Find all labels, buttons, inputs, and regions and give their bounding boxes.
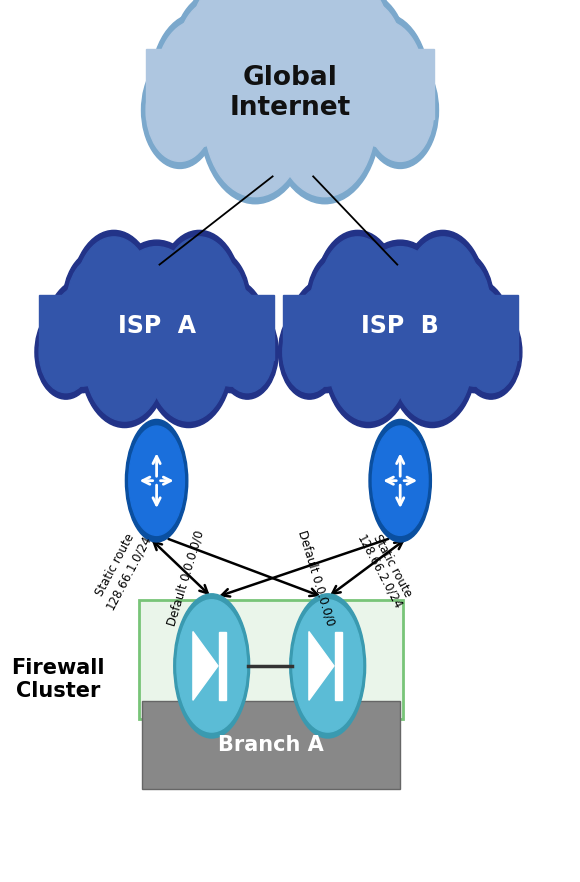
Bar bbox=[142, 701, 400, 789]
Circle shape bbox=[75, 237, 153, 354]
Circle shape bbox=[198, 286, 264, 386]
Circle shape bbox=[348, 240, 452, 400]
Circle shape bbox=[108, 247, 205, 392]
Circle shape bbox=[269, 34, 380, 204]
Circle shape bbox=[404, 237, 481, 354]
Bar bbox=[146, 49, 434, 119]
Ellipse shape bbox=[290, 594, 365, 738]
Circle shape bbox=[220, 311, 274, 392]
Circle shape bbox=[148, 299, 229, 421]
Circle shape bbox=[63, 250, 133, 357]
Ellipse shape bbox=[125, 420, 188, 542]
Circle shape bbox=[283, 311, 336, 392]
Circle shape bbox=[293, 0, 392, 123]
Circle shape bbox=[144, 293, 233, 428]
Bar bbox=[335, 632, 342, 700]
Bar bbox=[283, 295, 517, 360]
Polygon shape bbox=[193, 632, 218, 700]
Ellipse shape bbox=[372, 426, 428, 535]
Circle shape bbox=[216, 305, 278, 400]
Circle shape bbox=[200, 34, 311, 204]
Circle shape bbox=[310, 257, 372, 350]
Ellipse shape bbox=[177, 600, 246, 732]
Ellipse shape bbox=[129, 426, 184, 535]
Circle shape bbox=[362, 52, 438, 168]
Circle shape bbox=[39, 311, 93, 392]
Circle shape bbox=[142, 52, 218, 168]
Circle shape bbox=[274, 41, 376, 197]
Circle shape bbox=[328, 299, 408, 421]
Circle shape bbox=[278, 305, 340, 400]
Circle shape bbox=[188, 0, 287, 123]
Circle shape bbox=[323, 0, 408, 122]
Bar bbox=[219, 632, 226, 700]
Circle shape bbox=[460, 305, 522, 400]
Circle shape bbox=[352, 247, 448, 392]
Text: Firewall
Cluster: Firewall Cluster bbox=[11, 658, 105, 700]
Circle shape bbox=[442, 286, 508, 386]
Circle shape bbox=[437, 279, 512, 392]
Ellipse shape bbox=[293, 600, 362, 732]
Circle shape bbox=[49, 286, 115, 386]
Circle shape bbox=[177, 0, 252, 115]
Circle shape bbox=[292, 286, 358, 386]
Circle shape bbox=[324, 293, 412, 428]
Text: ISP  A: ISP A bbox=[118, 314, 195, 339]
Circle shape bbox=[45, 279, 119, 392]
Ellipse shape bbox=[369, 420, 432, 542]
Circle shape bbox=[341, 20, 425, 147]
Circle shape bbox=[224, 0, 356, 175]
FancyBboxPatch shape bbox=[139, 600, 403, 719]
Circle shape bbox=[392, 299, 472, 421]
Circle shape bbox=[151, 13, 244, 154]
Circle shape bbox=[146, 59, 213, 161]
Text: Static route
128.66.2.0/24: Static route 128.66.2.0/24 bbox=[354, 526, 418, 612]
Circle shape bbox=[328, 0, 403, 115]
Circle shape bbox=[229, 0, 351, 168]
Circle shape bbox=[367, 59, 434, 161]
Text: Global
Internet: Global Internet bbox=[229, 64, 351, 121]
Circle shape bbox=[161, 237, 238, 354]
Text: Default 0.0.0.0/0: Default 0.0.0.0/0 bbox=[165, 528, 206, 627]
Circle shape bbox=[35, 305, 97, 400]
Circle shape bbox=[400, 230, 485, 360]
Circle shape bbox=[423, 250, 494, 357]
Circle shape bbox=[172, 0, 257, 122]
Circle shape bbox=[104, 240, 209, 400]
Circle shape bbox=[80, 293, 169, 428]
Circle shape bbox=[464, 311, 517, 392]
Circle shape bbox=[288, 0, 396, 131]
Circle shape bbox=[184, 257, 246, 350]
Circle shape bbox=[336, 13, 429, 154]
Polygon shape bbox=[309, 632, 334, 700]
Circle shape bbox=[184, 0, 292, 131]
Circle shape bbox=[288, 279, 363, 392]
Ellipse shape bbox=[174, 594, 249, 738]
Circle shape bbox=[71, 230, 157, 360]
Circle shape bbox=[306, 250, 377, 357]
Text: Branch A: Branch A bbox=[218, 736, 324, 755]
Circle shape bbox=[204, 41, 306, 197]
Circle shape bbox=[67, 257, 129, 350]
Circle shape bbox=[428, 257, 490, 350]
Circle shape bbox=[315, 230, 400, 360]
Bar bbox=[39, 295, 274, 360]
Circle shape bbox=[155, 20, 239, 147]
Circle shape bbox=[388, 293, 477, 428]
Text: ISP  B: ISP B bbox=[361, 314, 439, 339]
Circle shape bbox=[85, 299, 165, 421]
Circle shape bbox=[157, 230, 242, 360]
Text: Static route
128.66.1.0/24: Static route 128.66.1.0/24 bbox=[90, 526, 154, 612]
Circle shape bbox=[180, 250, 251, 357]
Text: Default 0.0.0.0/0: Default 0.0.0.0/0 bbox=[295, 528, 337, 627]
Circle shape bbox=[194, 279, 269, 392]
Circle shape bbox=[319, 237, 396, 354]
